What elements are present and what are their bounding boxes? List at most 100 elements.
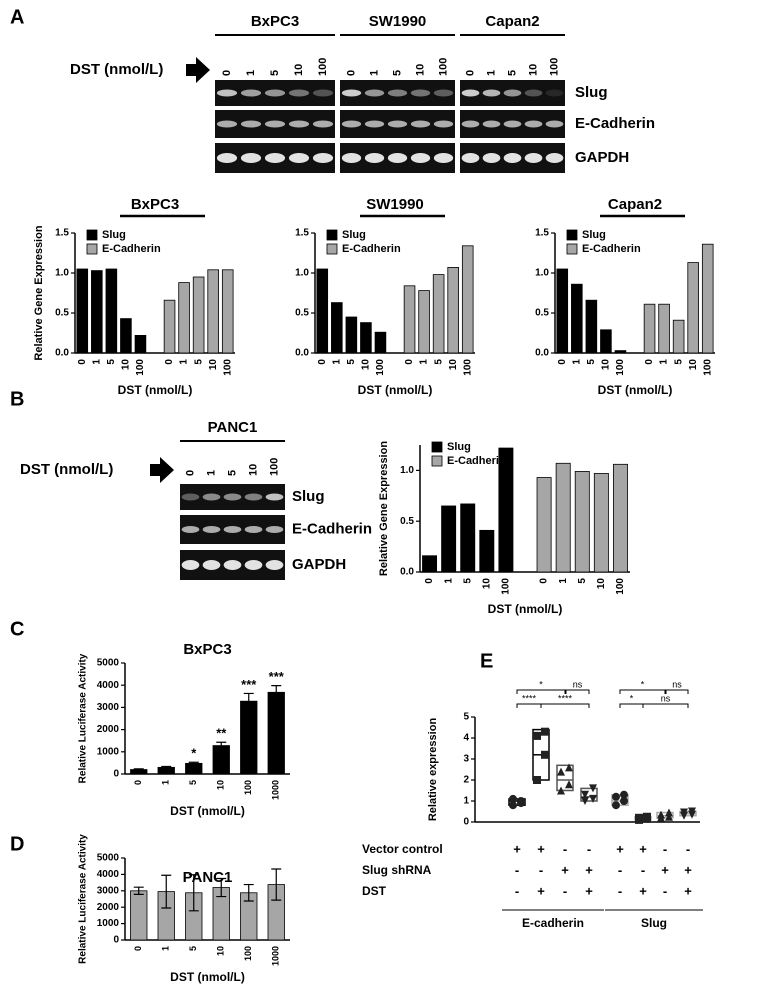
point bbox=[635, 813, 643, 822]
bracket bbox=[619, 689, 666, 694]
point bbox=[541, 727, 549, 736]
error-bar bbox=[161, 874, 172, 909]
x-tick-label: 1 bbox=[571, 359, 582, 365]
lane-label: 1 bbox=[368, 70, 380, 76]
y-axis-label: Relative Gene Expression bbox=[33, 225, 45, 360]
bar bbox=[374, 331, 387, 354]
bar bbox=[498, 447, 514, 573]
x-tick-label: 1 bbox=[331, 359, 342, 365]
x-tick-label: 100 bbox=[615, 578, 626, 595]
panel-label: A bbox=[10, 6, 24, 28]
y-tick-label: 1.0 bbox=[400, 465, 414, 476]
band bbox=[461, 89, 480, 97]
condition-sign: - bbox=[539, 862, 543, 877]
x-tick-label: 10 bbox=[216, 780, 226, 790]
legend-label: Slug bbox=[102, 229, 126, 241]
legend-swatch bbox=[326, 229, 338, 241]
y-tick-label: 0.0 bbox=[295, 348, 309, 359]
point bbox=[509, 801, 517, 810]
bar bbox=[130, 890, 148, 941]
x-tick-label: 1 bbox=[558, 578, 569, 584]
band bbox=[341, 120, 362, 128]
band bbox=[410, 89, 431, 97]
bar bbox=[585, 299, 598, 354]
x-tick-label: 100 bbox=[462, 359, 473, 376]
y-tick-label: 3000 bbox=[97, 702, 120, 713]
lane-label: 5 bbox=[226, 470, 238, 476]
x-tick-label: 1 bbox=[161, 946, 171, 951]
band bbox=[503, 89, 522, 97]
panel-label: C bbox=[10, 618, 24, 640]
point bbox=[557, 767, 565, 776]
lane-label: 0 bbox=[184, 470, 196, 476]
y-axis-label: Relative Luciferase Activity bbox=[78, 834, 89, 964]
significance: ns bbox=[573, 679, 583, 689]
lane-label: 10 bbox=[527, 64, 539, 76]
x-tick-label: 10 bbox=[121, 359, 132, 371]
band bbox=[433, 89, 454, 97]
point bbox=[665, 808, 673, 817]
point bbox=[533, 731, 541, 740]
point bbox=[665, 812, 673, 821]
y-tick-label: 0.0 bbox=[55, 348, 69, 359]
bar bbox=[105, 268, 118, 354]
y-tick-label: 1.5 bbox=[55, 228, 69, 239]
band bbox=[341, 153, 362, 163]
y-tick-label: 1.5 bbox=[535, 228, 549, 239]
point bbox=[612, 792, 620, 801]
band bbox=[482, 89, 501, 97]
arrow bbox=[150, 457, 174, 483]
point bbox=[657, 810, 665, 819]
x-tick-label: 5 bbox=[462, 578, 473, 584]
legend-swatch bbox=[86, 243, 98, 255]
x-tick-label: 10 bbox=[216, 946, 226, 956]
lane-label: 5 bbox=[391, 70, 403, 76]
lane-label: 100 bbox=[437, 58, 449, 76]
band bbox=[202, 526, 221, 533]
point bbox=[589, 794, 597, 803]
bar bbox=[221, 269, 234, 354]
legend-label: Slug bbox=[582, 229, 606, 241]
bar bbox=[134, 334, 147, 354]
point bbox=[589, 784, 597, 793]
band bbox=[240, 120, 262, 128]
x-tick-label: 10 bbox=[448, 359, 459, 371]
x-tick-label: 0 bbox=[644, 359, 655, 365]
bar bbox=[612, 463, 628, 573]
condition-sign: + bbox=[616, 841, 624, 856]
lane-label: 1 bbox=[485, 70, 497, 76]
y-tick-label: 0 bbox=[113, 769, 119, 780]
band bbox=[410, 153, 431, 163]
band bbox=[410, 120, 431, 128]
significance: ** bbox=[216, 726, 227, 741]
group-label: Slug bbox=[641, 916, 667, 930]
condition-sign: - bbox=[515, 862, 519, 877]
band bbox=[545, 120, 564, 128]
x-tick-label: 10 bbox=[596, 578, 607, 590]
significance: * bbox=[641, 679, 645, 689]
bracket bbox=[642, 703, 689, 708]
y-tick-label: 0 bbox=[113, 935, 119, 946]
x-tick-label: 5 bbox=[577, 578, 588, 584]
bar bbox=[163, 299, 176, 354]
x-tick-label: 1 bbox=[419, 359, 430, 365]
band bbox=[312, 89, 334, 97]
band-label: E-Cadherin bbox=[292, 520, 372, 537]
legend-label: E-Cadherin bbox=[102, 243, 161, 255]
bracket bbox=[619, 703, 644, 708]
band bbox=[482, 120, 501, 128]
band bbox=[503, 120, 522, 128]
point bbox=[688, 807, 696, 816]
bar bbox=[555, 462, 571, 573]
significance: *** bbox=[241, 677, 257, 692]
y-tick-label: 2000 bbox=[97, 902, 120, 913]
band bbox=[524, 153, 543, 163]
condition-sign: - bbox=[618, 883, 622, 898]
x-tick-label: 0 bbox=[404, 359, 415, 365]
point bbox=[517, 799, 525, 808]
bar bbox=[536, 477, 552, 573]
condition-sign: - bbox=[515, 883, 519, 898]
band bbox=[461, 153, 480, 163]
bracket bbox=[665, 689, 689, 694]
